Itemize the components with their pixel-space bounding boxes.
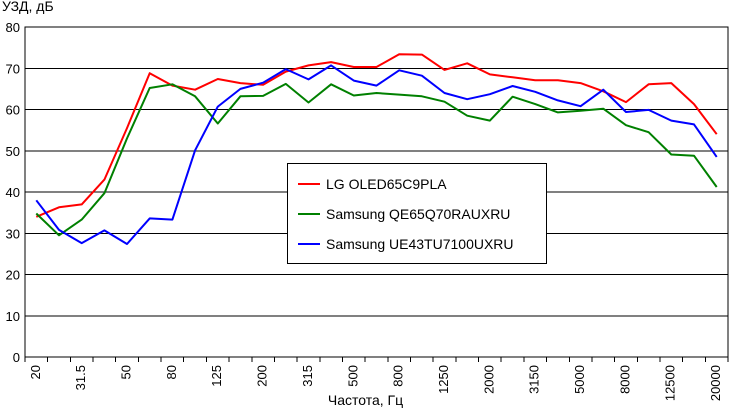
x-tick-label: 12500 xyxy=(663,365,678,401)
y-tick-label: 20 xyxy=(6,268,20,283)
series-lines xyxy=(35,53,718,245)
legend: LG OLED65C9PLA Samsung QE65Q70RAUXRU Sam… xyxy=(287,163,547,264)
x-tick-label: 2000 xyxy=(481,365,496,394)
series-line-0 xyxy=(35,53,718,218)
x-tick-label: 125 xyxy=(209,365,224,387)
plot-border xyxy=(24,26,729,358)
y-tick-label: 80 xyxy=(6,20,20,35)
legend-item-lg: LG OLED65C9PLA xyxy=(298,174,447,194)
legend-item-ue43: Samsung UE43TU7100UXRU xyxy=(298,234,514,254)
series-line-1 xyxy=(35,82,718,237)
x-tick-label: 315 xyxy=(300,365,315,387)
y-tick-label: 0 xyxy=(13,350,20,365)
y-axis-title: УЗД, дБ xyxy=(2,0,54,14)
y-tick-label: 50 xyxy=(6,144,20,159)
x-tick-label: 5000 xyxy=(572,365,587,394)
x-tick-label: 8000 xyxy=(617,365,632,394)
x-tick-label: 800 xyxy=(391,365,406,387)
legend-swatch-ue43 xyxy=(298,243,320,245)
series-line-2 xyxy=(35,64,718,245)
x-tick-label: 80 xyxy=(164,365,179,379)
x-axis-tick-labels: 20 31.5 50 80 125 200 315 500 800 1250 2000 3150 500… xyxy=(24,357,729,401)
x-tick-label: 500 xyxy=(345,365,360,387)
x-axis-title: Частота, Гц xyxy=(327,392,404,408)
x-tick-label: 50 xyxy=(118,365,133,379)
x-tick-label: 3150 xyxy=(527,365,542,394)
x-tick-label: 31.5 xyxy=(73,365,88,390)
legend-label-qe65: Samsung QE65Q70RAUXRU xyxy=(326,206,511,222)
legend-swatch-lg xyxy=(298,183,320,185)
legend-swatch-qe65 xyxy=(298,213,320,215)
legend-label-ue43: Samsung UE43TU7100UXRU xyxy=(326,236,514,252)
x-tick-label: 1250 xyxy=(436,365,451,394)
y-tick-label: 30 xyxy=(6,226,20,241)
x-tick-label: 20 xyxy=(28,365,43,379)
legend-item-qe65: Samsung QE65Q70RAUXRU xyxy=(298,204,510,224)
y-tick-label: 10 xyxy=(6,309,20,324)
x-tick-label: 20000 xyxy=(708,365,723,401)
y-tick-label: 40 xyxy=(6,185,20,200)
legend-label-lg: LG OLED65C9PLA xyxy=(326,176,447,192)
y-tick-label: 60 xyxy=(6,103,20,118)
x-tick-label: 200 xyxy=(255,365,270,387)
y-axis-tick-labels: 0 10 20 30 40 50 60 70 80 xyxy=(6,20,20,365)
y-tick-label: 70 xyxy=(6,61,20,76)
